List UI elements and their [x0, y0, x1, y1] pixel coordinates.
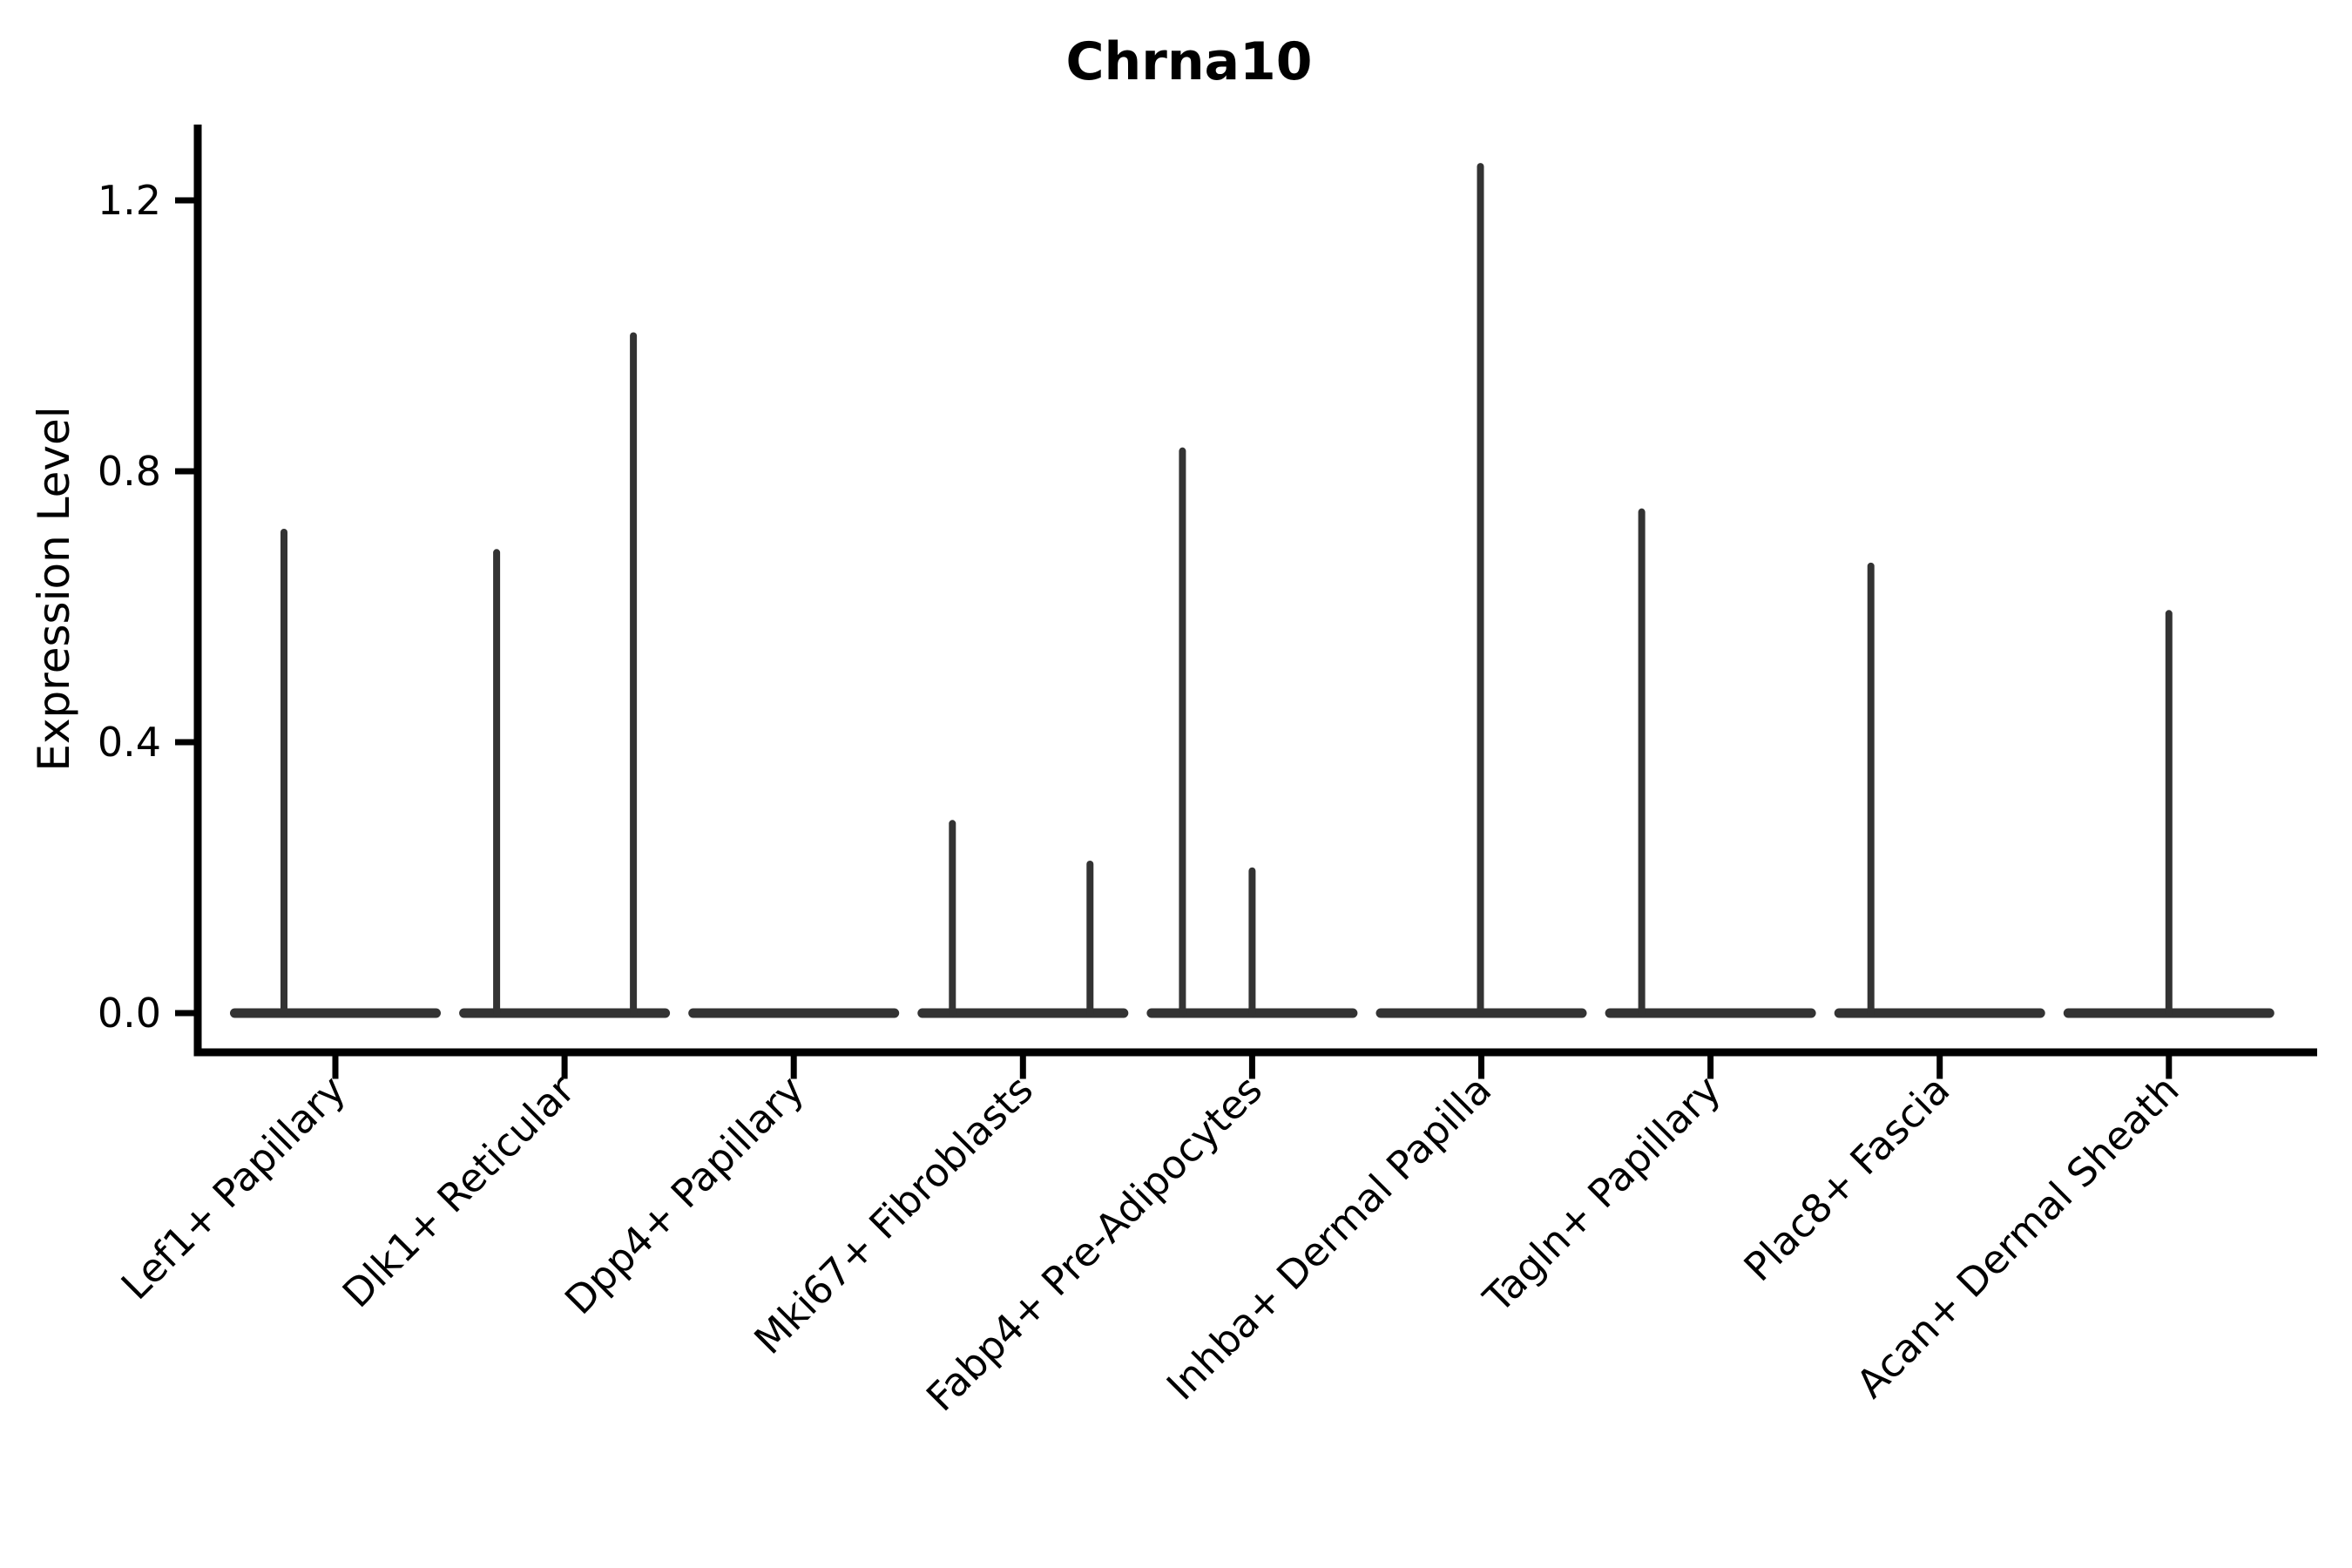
- violin-base: [917, 1008, 1129, 1018]
- violin-base: [1834, 1008, 2045, 1018]
- violin-base: [230, 1008, 441, 1018]
- x-tick-label: Dlk1+ Reticular: [334, 1066, 584, 1316]
- x-tick-label: Tagln+ Papillary: [1474, 1066, 1729, 1321]
- y-tick-label: 1.2: [98, 177, 161, 224]
- x-tick-label: Lef1+ Papillary: [112, 1066, 355, 1308]
- violins-layer: [230, 163, 2274, 1018]
- y-tick-label: 0.4: [98, 719, 161, 766]
- chart-title: Chrna10: [1065, 31, 1313, 92]
- y-tick-label: 0.8: [98, 448, 161, 495]
- violin-base: [1605, 1008, 1816, 1018]
- violin-base: [688, 1008, 900, 1018]
- violin-base: [459, 1008, 671, 1018]
- x-tick-label: Dpp4+ Papillary: [556, 1066, 813, 1323]
- x-tick-label: Plac8+ Fascia: [1735, 1066, 1959, 1290]
- axes-layer: [175, 125, 2317, 1079]
- y-tick-label: 0.0: [98, 990, 161, 1037]
